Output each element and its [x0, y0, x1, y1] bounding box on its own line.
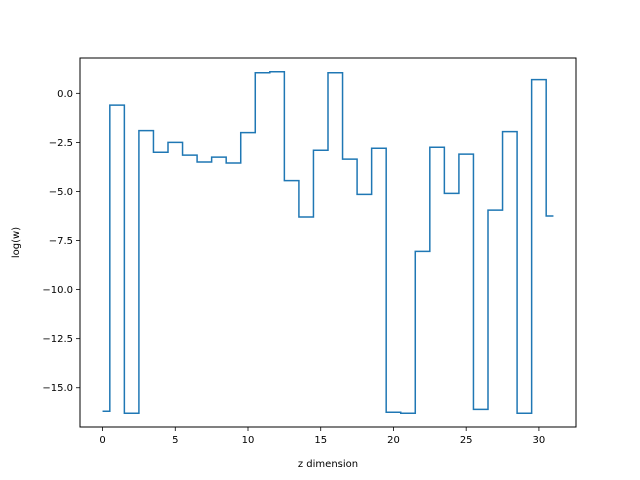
y-tick-label: 0.0	[57, 89, 73, 100]
axes-frame	[79, 57, 577, 428]
x-tick-label: 15	[314, 435, 327, 446]
series-line-0	[102, 70, 554, 415]
x-axis-label: z dimension	[298, 459, 358, 470]
x-tick-label: 30	[533, 435, 546, 446]
y-tick-label: −2.5	[49, 138, 73, 149]
x-tick-label: 0	[99, 435, 105, 446]
y-tick-label: −10.0	[42, 285, 73, 296]
y-tick-label: −5.0	[49, 187, 73, 198]
x-tick-label: 5	[172, 435, 178, 446]
y-tick-label: −7.5	[49, 236, 73, 247]
y-axis-label: log(w)	[11, 227, 22, 258]
x-axis-ticks: 0 5 10 15 20 25 30	[99, 427, 545, 446]
y-axis-ticks: 0.0 −2.5 −5.0 −7.5 −10.0 −12.5 −15.0	[42, 89, 80, 394]
y-tick-label: −15.0	[42, 383, 73, 394]
x-tick-label: 10	[242, 435, 255, 446]
x-tick-label: 20	[387, 435, 400, 446]
x-tick-label: 25	[460, 435, 473, 446]
y-tick-label: −12.5	[42, 334, 73, 345]
plot-area	[102, 70, 554, 415]
